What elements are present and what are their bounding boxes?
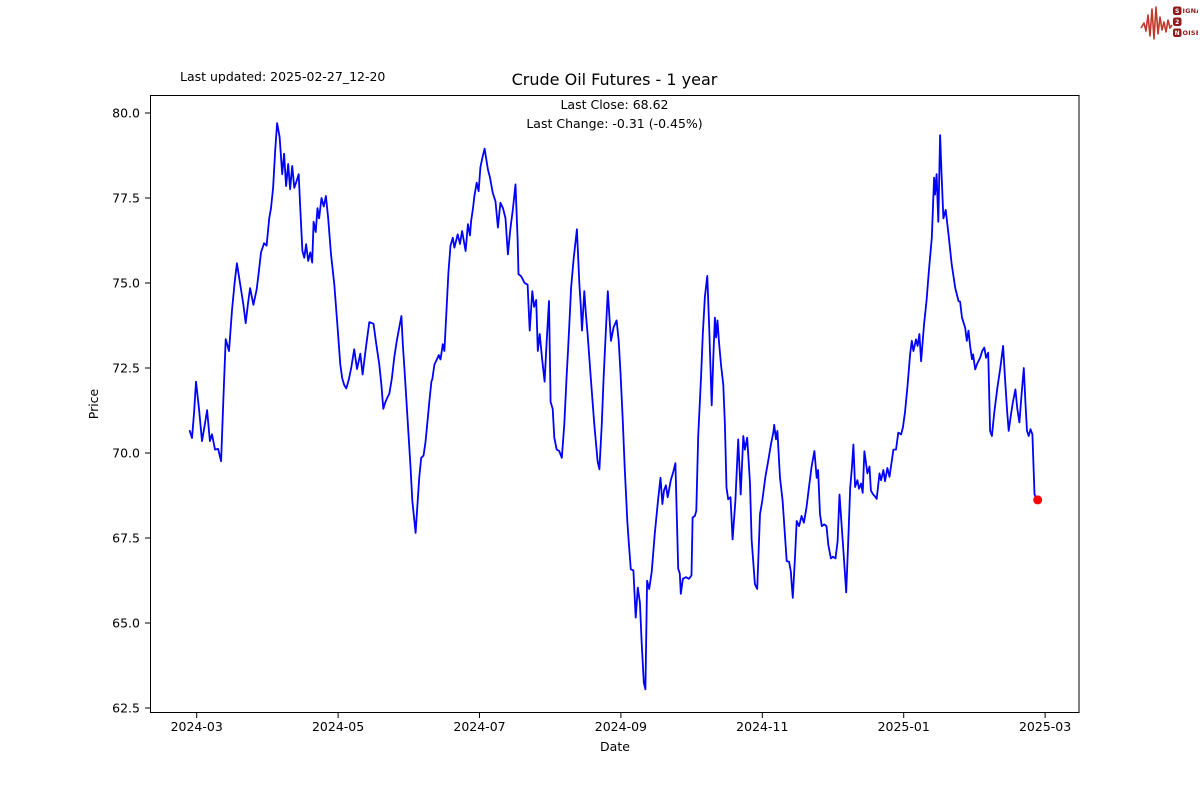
y-tick-label: 70.0: [112, 446, 140, 461]
last-close-annotation: Last Close: 68.62: [560, 97, 669, 112]
y-tick-label: 80.0: [112, 106, 140, 121]
y-tick-labels: 80.0 77.5 75.0 72.5 70.0 67.5 65.0 62.5: [112, 106, 140, 716]
y-tick-label: 75.0: [112, 276, 140, 291]
y-tick-label: 72.5: [112, 361, 140, 376]
last-updated-text: Last updated: 2025-02-27_12-20: [180, 69, 386, 84]
logo-square-n: [1173, 28, 1182, 37]
logo-letter-n: N: [1175, 30, 1180, 37]
y-tick-label: 67.5: [112, 531, 140, 546]
x-tick-label: 2024-09: [595, 719, 647, 734]
logo-word-ignal: IGNAL: [1183, 7, 1199, 15]
logo-square-2: [1173, 17, 1182, 26]
logo-text-block: S IGNAL 2 N OISE: [1173, 6, 1199, 37]
x-tick-label: 2025-01: [878, 719, 930, 734]
logo-letter-s: S: [1175, 8, 1179, 15]
logo-square-s: [1173, 6, 1182, 15]
y-tick-label: 65.0: [112, 616, 140, 631]
x-tick-labels: 2024-03 2024-05 2024-07 2024-09 2024-11 …: [171, 719, 1072, 734]
logo-digit-2: 2: [1175, 19, 1179, 26]
x-tick-marks: [196, 712, 1046, 718]
y-axis-label: Price: [86, 388, 101, 419]
x-axis-label: Date: [600, 739, 630, 754]
last-point-marker: [1033, 495, 1043, 505]
y-tick-label: 62.5: [112, 701, 140, 716]
y-tick-label: 77.5: [112, 191, 140, 206]
x-tick-label: 2024-05: [312, 719, 364, 734]
price-line: [188, 122, 1039, 691]
plot-border: [150, 95, 1080, 713]
x-tick-label: 2025-03: [1019, 719, 1071, 734]
waveform-icon: [1140, 6, 1173, 40]
signal-2-noise-logo: S IGNAL 2 N OISE: [1140, 6, 1199, 40]
last-change-annotation: Last Change: -0.31 (-0.45%): [526, 116, 703, 131]
x-tick-label: 2024-03: [171, 719, 223, 734]
x-tick-label: 2024-07: [453, 719, 505, 734]
x-tick-label: 2024-11: [736, 719, 788, 734]
logo-word-oise: OISE: [1183, 29, 1199, 37]
y-tick-marks: [145, 112, 151, 709]
chart-title: Crude Oil Futures - 1 year: [511, 70, 718, 89]
